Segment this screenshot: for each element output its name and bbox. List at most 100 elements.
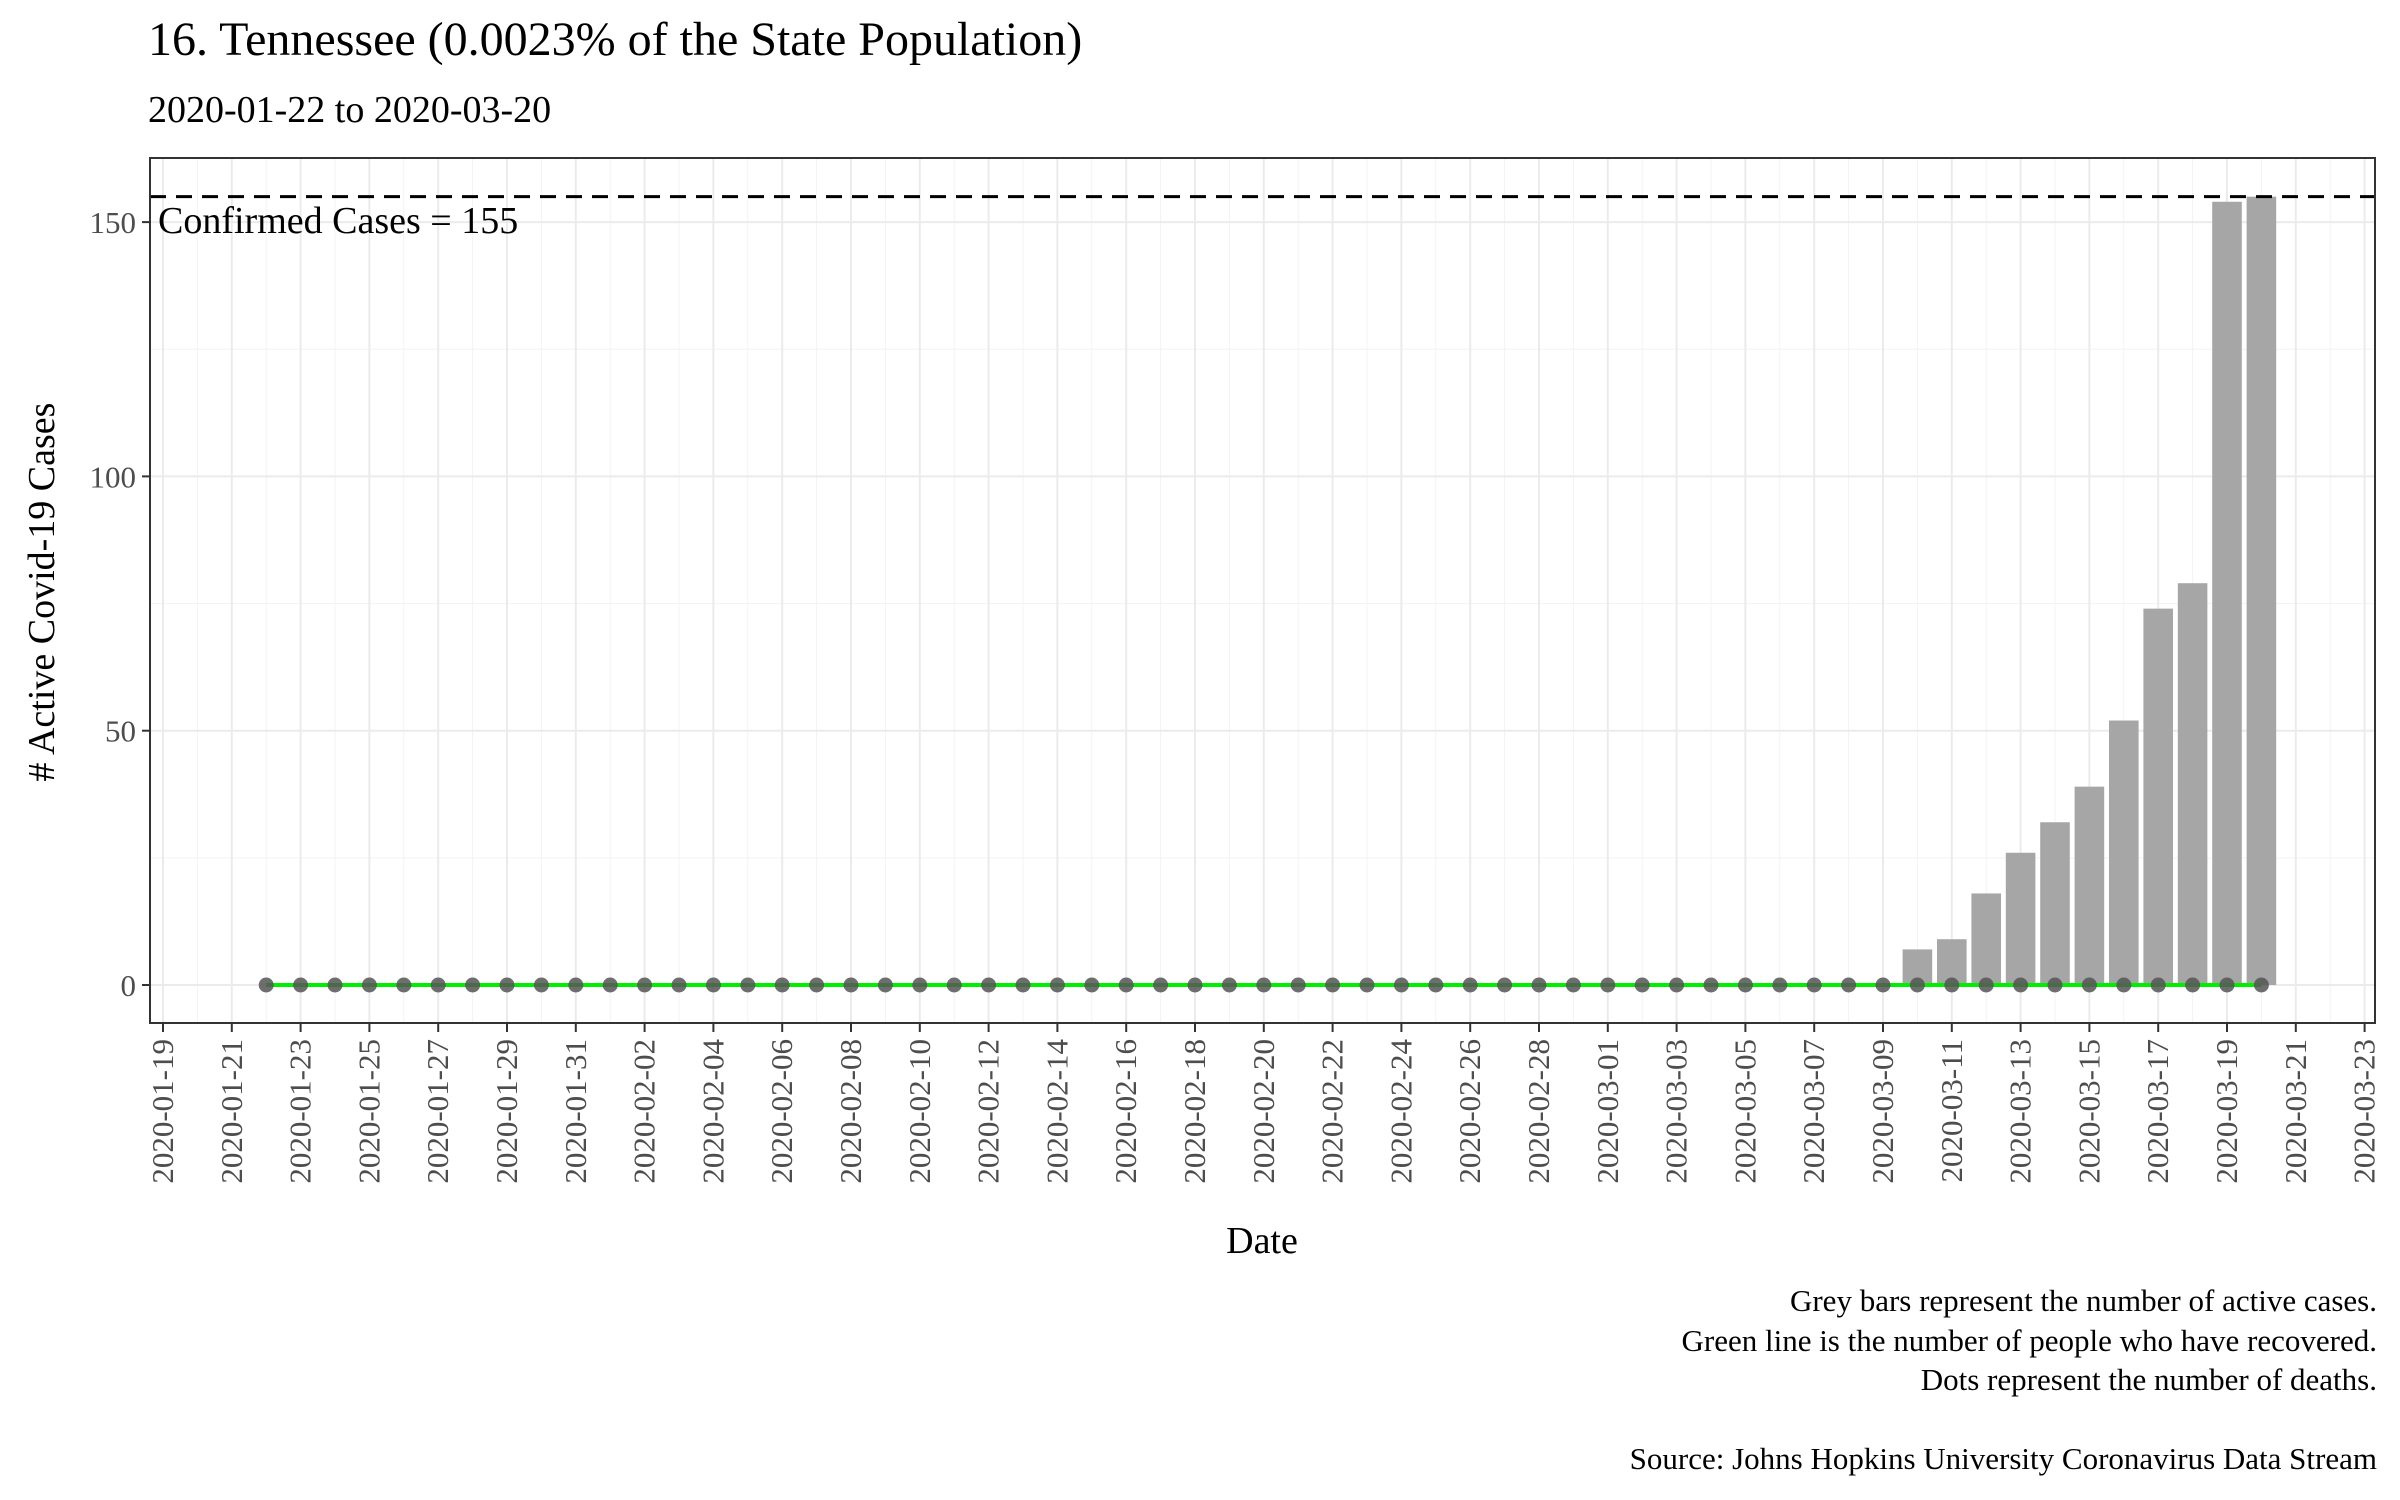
- source-note: Source: Johns Hopkins University Coronav…: [1630, 1441, 2377, 1476]
- x-tick-label: 2020-02-14: [1039, 1039, 1074, 1184]
- death-point: [533, 977, 549, 993]
- active-cases-bar: [1937, 939, 1967, 985]
- x-tick-label: 2020-02-08: [833, 1039, 868, 1184]
- x-tick-label: 2020-03-05: [1727, 1039, 1762, 1184]
- death-point: [1841, 977, 1857, 993]
- x-tick-label: 2020-02-20: [1246, 1039, 1281, 1184]
- x-tick-label: 2020-03-07: [1796, 1039, 1831, 1184]
- caption-line-1: Grey bars represent the number of active…: [1790, 1283, 2377, 1318]
- x-tick-label: 2020-02-24: [1383, 1039, 1418, 1184]
- active-cases-bar: [2212, 201, 2242, 986]
- x-tick-label: 2020-02-16: [1108, 1039, 1143, 1184]
- death-point: [1875, 977, 1891, 993]
- x-tick-label: 2020-03-11: [1934, 1039, 1969, 1183]
- death-point: [2047, 977, 2063, 993]
- death-point: [430, 977, 446, 993]
- death-point: [2253, 977, 2269, 993]
- x-tick-label: 2020-02-02: [627, 1039, 662, 1184]
- y-tick-label: 50: [105, 714, 136, 749]
- active-cases-bar: [2005, 852, 2036, 985]
- death-point: [465, 977, 481, 993]
- x-tick-label: 2020-01-25: [351, 1039, 386, 1184]
- x-tick-label: 2020-02-26: [1452, 1039, 1487, 1184]
- death-point: [1772, 977, 1788, 993]
- y-axis-title: # Active Covid-19 Cases: [21, 403, 63, 782]
- x-tick-label: 2020-02-28: [1521, 1039, 1556, 1184]
- y-tick-label: 0: [121, 968, 137, 1003]
- death-point: [946, 977, 962, 993]
- death-point: [1669, 977, 1685, 993]
- active-cases-bar: [2109, 720, 2139, 985]
- plot-panel-border: [149, 157, 2376, 1024]
- x-tick-label: 2020-01-23: [283, 1039, 318, 1184]
- death-point: [2081, 977, 2097, 993]
- death-point: [981, 977, 997, 993]
- x-tick-label: 2020-01-27: [420, 1039, 455, 1184]
- death-point: [1497, 977, 1513, 993]
- active-cases-bar: [2143, 608, 2173, 985]
- death-point: [912, 977, 928, 993]
- death-point: [1944, 977, 1960, 993]
- death-point: [740, 977, 756, 993]
- death-point: [1634, 977, 1650, 993]
- x-tick-label: 2020-03-21: [2278, 1039, 2313, 1184]
- death-point: [877, 977, 893, 993]
- death-point: [774, 977, 790, 993]
- death-point: [568, 977, 584, 993]
- x-tick-label: 2020-03-17: [2140, 1039, 2175, 1184]
- x-tick-label: 2020-03-03: [1659, 1039, 1694, 1184]
- x-tick-label: 2020-03-01: [1590, 1039, 1625, 1184]
- death-point: [1703, 977, 1719, 993]
- active-cases-bar: [2040, 822, 2070, 985]
- major-gridlines: [150, 158, 2375, 1023]
- death-point: [1909, 977, 1925, 993]
- death-point: [1359, 977, 1375, 993]
- x-tick-label: 2020-02-22: [1315, 1039, 1350, 1184]
- x-tick-label: 2020-01-19: [145, 1039, 180, 1184]
- chart-subtitle: 2020-01-22 to 2020-03-20: [148, 89, 551, 131]
- death-point: [671, 977, 687, 993]
- death-point: [1049, 977, 1065, 993]
- death-point: [327, 977, 343, 993]
- x-tick-label: 2020-01-21: [214, 1039, 249, 1184]
- death-point: [1806, 977, 1822, 993]
- death-point: [258, 977, 274, 993]
- y-tick-label: 150: [90, 205, 137, 240]
- death-point: [1118, 977, 1134, 993]
- death-point: [1462, 977, 1478, 993]
- death-point: [1531, 977, 1547, 993]
- death-point: [1015, 977, 1031, 993]
- death-point: [2116, 977, 2132, 993]
- death-point: [1153, 977, 1169, 993]
- active-cases-bars: [1902, 196, 2277, 986]
- active-cases-bar: [2246, 196, 2277, 986]
- death-point: [637, 977, 653, 993]
- death-point: [1084, 977, 1100, 993]
- active-cases-bar: [2177, 583, 2208, 985]
- death-point: [1290, 977, 1306, 993]
- x-tick-label: 2020-03-09: [1865, 1039, 1900, 1184]
- death-point: [1325, 977, 1341, 993]
- x-tick-label: 2020-03-19: [2209, 1039, 2244, 1184]
- death-point: [499, 977, 515, 993]
- x-tick-label: 2020-03-23: [2347, 1039, 2382, 1184]
- death-point: [705, 977, 721, 993]
- death-point: [2185, 977, 2201, 993]
- death-point: [1978, 977, 1994, 993]
- confirmed-cases-label: Confirmed Cases = 155: [158, 200, 518, 242]
- caption-line-2: Green line is the number of people who h…: [1681, 1323, 2377, 1358]
- x-tick-label: 2020-01-31: [558, 1039, 593, 1184]
- x-tick-label: 2020-03-13: [2003, 1039, 2038, 1184]
- chart-title: 16. Tennessee (0.0023% of the State Popu…: [148, 13, 1082, 66]
- x-tick-label: 2020-02-10: [902, 1039, 937, 1184]
- death-point: [361, 977, 377, 993]
- x-tick-label: 2020-02-06: [764, 1039, 799, 1184]
- x-tick-label: 2020-02-12: [971, 1039, 1006, 1184]
- death-point: [2219, 977, 2235, 993]
- minor-gridlines: [150, 158, 2375, 1023]
- x-axis-title: Date: [1226, 1220, 1298, 1262]
- x-tick-label: 2020-01-29: [489, 1039, 524, 1184]
- death-point: [2150, 977, 2166, 993]
- death-point: [2013, 977, 2029, 993]
